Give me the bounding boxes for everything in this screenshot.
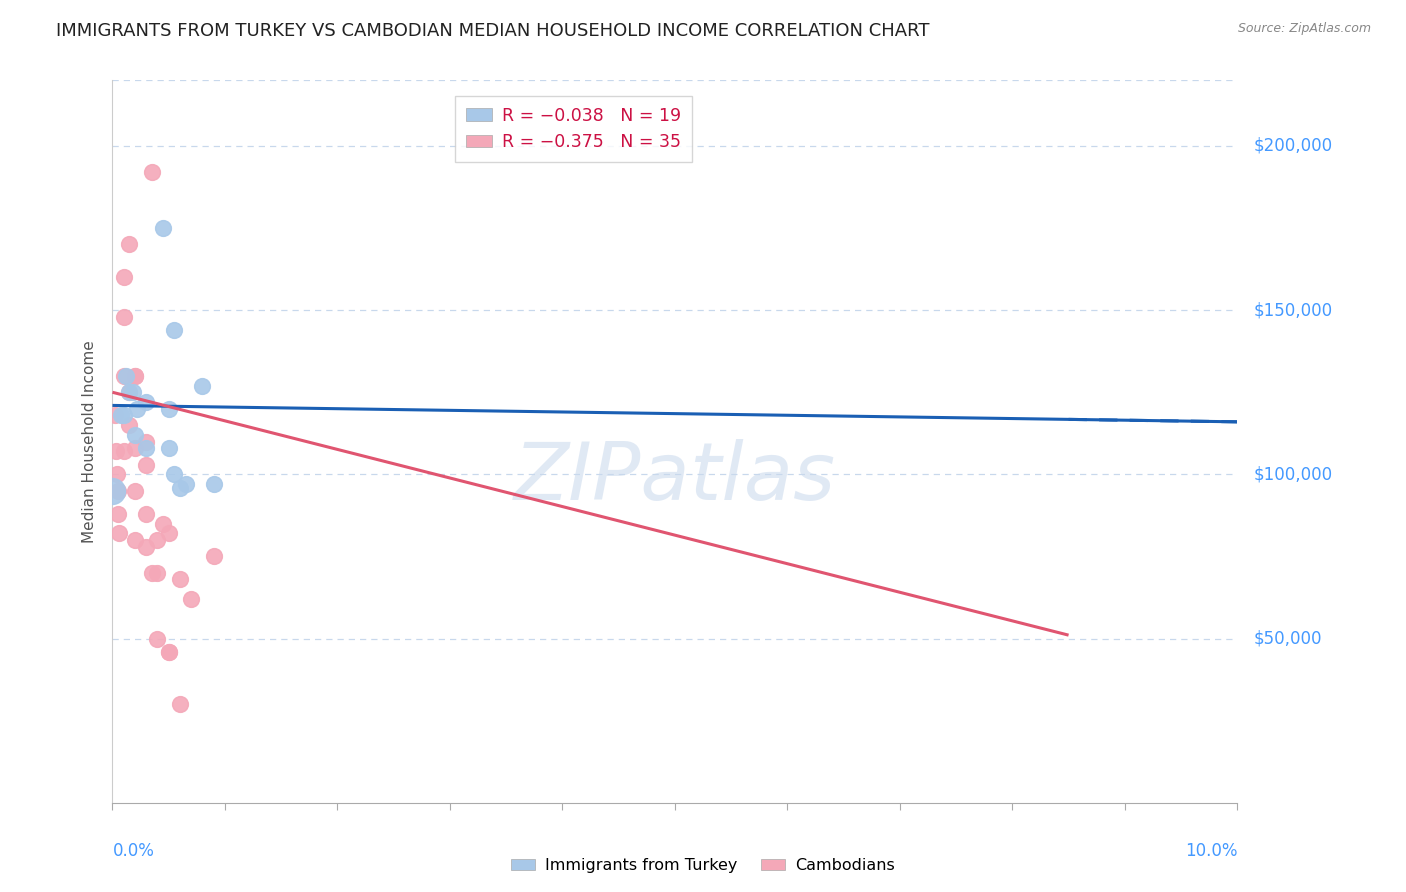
Point xyxy=(157,401,180,416)
Text: $50,000: $50,000 xyxy=(1254,630,1323,648)
Point xyxy=(157,645,180,659)
Point xyxy=(115,368,138,383)
Y-axis label: Median Household Income: Median Household Income xyxy=(82,340,97,543)
Point xyxy=(169,481,191,495)
Point xyxy=(135,507,157,521)
Point xyxy=(124,368,146,383)
Point xyxy=(110,409,132,423)
Point xyxy=(124,368,146,383)
Point xyxy=(112,409,135,423)
Legend: R = −0.038   N = 19, R = −0.375   N = 35: R = −0.038 N = 19, R = −0.375 N = 35 xyxy=(456,96,692,161)
Point xyxy=(180,592,202,607)
Point xyxy=(118,237,141,252)
Point xyxy=(141,566,163,580)
Point xyxy=(118,385,141,400)
Point xyxy=(104,409,127,423)
Text: Source: ZipAtlas.com: Source: ZipAtlas.com xyxy=(1237,22,1371,36)
Legend: Immigrants from Turkey, Cambodians: Immigrants from Turkey, Cambodians xyxy=(505,852,901,880)
Point xyxy=(146,566,169,580)
Point xyxy=(191,378,214,392)
Point xyxy=(152,516,174,531)
Point xyxy=(202,549,225,564)
Text: 10.0%: 10.0% xyxy=(1185,842,1237,860)
Point xyxy=(124,483,146,498)
Point xyxy=(135,458,157,472)
Point xyxy=(146,632,169,646)
Point xyxy=(112,270,135,285)
Text: $200,000: $200,000 xyxy=(1254,137,1333,155)
Point xyxy=(174,477,197,491)
Point xyxy=(101,483,124,498)
Point xyxy=(127,401,149,416)
Point xyxy=(104,444,127,458)
Point xyxy=(163,323,186,337)
Point xyxy=(146,533,169,547)
Point xyxy=(108,526,131,541)
Point xyxy=(169,573,191,587)
Point xyxy=(141,165,163,179)
Point xyxy=(163,467,186,482)
Point xyxy=(135,434,157,449)
Point xyxy=(124,428,146,442)
Point xyxy=(112,368,135,383)
Point xyxy=(124,441,146,455)
Point xyxy=(112,444,135,458)
Point xyxy=(169,698,191,712)
Point xyxy=(135,395,157,409)
Text: $150,000: $150,000 xyxy=(1254,301,1333,319)
Text: ZIPatlas: ZIPatlas xyxy=(513,439,837,516)
Point xyxy=(202,477,225,491)
Point xyxy=(157,441,180,455)
Point xyxy=(112,310,135,324)
Point xyxy=(152,221,174,235)
Point xyxy=(118,418,141,433)
Point xyxy=(121,385,143,400)
Text: IMMIGRANTS FROM TURKEY VS CAMBODIAN MEDIAN HOUSEHOLD INCOME CORRELATION CHART: IMMIGRANTS FROM TURKEY VS CAMBODIAN MEDI… xyxy=(56,22,929,40)
Point xyxy=(157,645,180,659)
Point xyxy=(135,540,157,554)
Text: $100,000: $100,000 xyxy=(1254,466,1333,483)
Point xyxy=(107,483,129,498)
Point xyxy=(105,467,128,482)
Point xyxy=(157,526,180,541)
Point xyxy=(135,441,157,455)
Text: 0.0%: 0.0% xyxy=(112,842,155,860)
Point xyxy=(118,385,141,400)
Point xyxy=(107,507,129,521)
Point xyxy=(124,533,146,547)
